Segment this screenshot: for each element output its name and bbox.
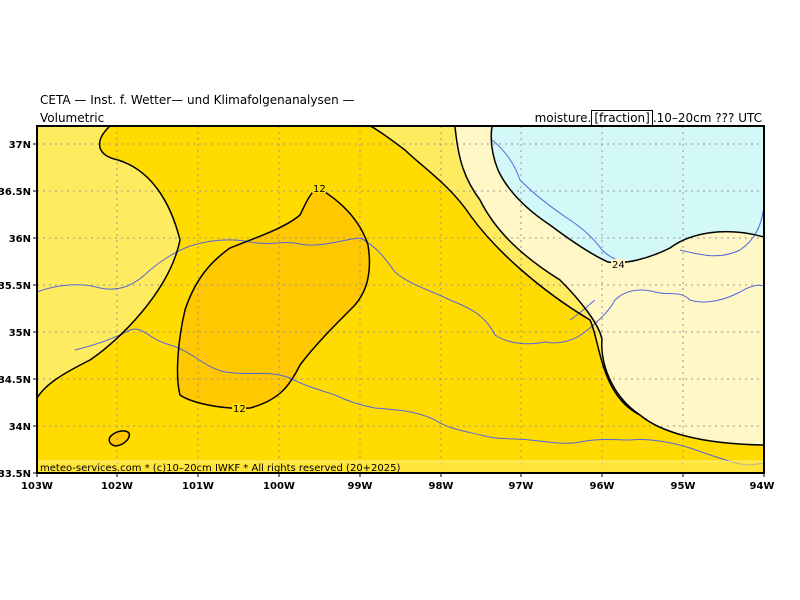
y-tick-label: 35N: [9, 328, 31, 339]
x-tick-label: 101W: [182, 481, 214, 492]
contour-label-12-bottom: 12: [233, 404, 246, 415]
river-red: [74, 328, 764, 466]
units-boxed: [fraction]: [591, 110, 653, 126]
y-tick-label: 37N: [9, 140, 31, 151]
contour-label-24: 24: [612, 260, 625, 271]
contour-12: [176, 187, 371, 410]
y-tick-label: 36.5N: [0, 187, 31, 198]
field-darkest: [177, 188, 370, 409]
plot-frame: [36, 125, 765, 474]
river-arkansas: [491, 139, 629, 263]
river-ne-branch: [679, 204, 764, 257]
y-tick-label: 34.5N: [0, 375, 31, 386]
gridlines: [37, 126, 764, 473]
field-cyan: [491, 126, 764, 263]
rivers: [37, 139, 764, 466]
y-tick-label: 35.5N: [0, 281, 31, 292]
contour-west: [37, 126, 181, 399]
variable-label: Volumetric: [40, 111, 105, 125]
x-tick-label: 95W: [671, 481, 696, 492]
units-suffix: .10–20cm ??? UTC: [652, 111, 762, 125]
x-tick-label: 98W: [429, 481, 454, 492]
y-tick-label: 34N: [9, 422, 31, 433]
units-prefix: moisture.: [534, 111, 592, 125]
x-tick-label: 99W: [348, 481, 373, 492]
field-mid-west: [37, 126, 180, 398]
x-tick-label: 97W: [509, 481, 534, 492]
contour-label-12-top: 12: [313, 184, 326, 195]
contour-east-inner: [454, 126, 641, 416]
river-canadian: [37, 237, 764, 345]
y-axis: [33, 143, 37, 474]
x-tick-label: 100W: [263, 481, 295, 492]
contour-east-outer: [369, 126, 764, 446]
x-tick-label: 94W: [750, 481, 775, 492]
y-tick-label: 33.5N: [0, 469, 31, 480]
x-tick-label: 96W: [590, 481, 615, 492]
shaded-fields: [37, 126, 764, 473]
y-tick-label: 36N: [9, 234, 31, 245]
x-axis: [36, 473, 765, 477]
credit-text: meteo-services.com * (c)10–20cm IWKF * A…: [40, 463, 401, 474]
map-title: CETA — Inst. f. Wetter— und Klimafolgena…: [40, 93, 355, 107]
x-tick-label: 102W: [101, 481, 133, 492]
contour-cyan: [490, 126, 764, 264]
contour-blob: [108, 430, 131, 447]
x-tick-label: 103W: [21, 481, 53, 492]
variable-units-label: moisture. [fraction] .10–20cm ??? UTC: [534, 110, 762, 126]
contours: [37, 126, 764, 447]
river-s-branch: [569, 299, 596, 321]
